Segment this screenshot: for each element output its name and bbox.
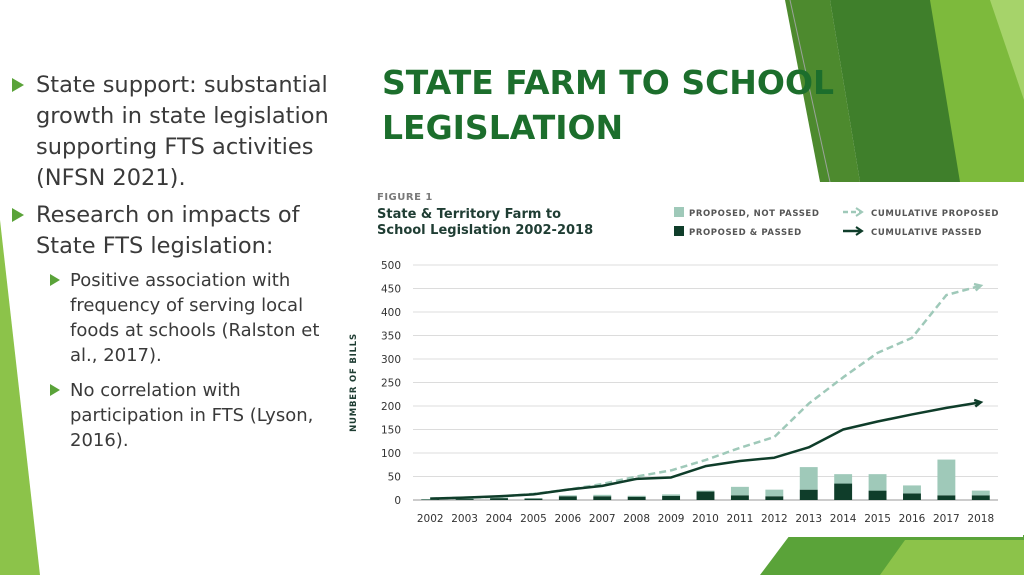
bar-passed-2006 bbox=[558, 496, 577, 500]
legend-swatch-not-passed bbox=[674, 207, 684, 217]
bar-not-passed-2006 bbox=[558, 495, 577, 497]
bar-passed-2007 bbox=[593, 496, 612, 500]
bullet-state-support: State support: substantial growth in sta… bbox=[10, 70, 330, 194]
y-tick-label-50: 50 bbox=[388, 472, 401, 484]
x-tick-label-2016: 2016 bbox=[899, 513, 926, 525]
legend-swatch-passed bbox=[674, 226, 684, 236]
bar-not-passed-2013 bbox=[799, 467, 818, 490]
legend-arrow-cumulative-proposed bbox=[855, 207, 864, 217]
bar-not-passed-2016 bbox=[903, 485, 921, 494]
sub-bullet-positive-association: Positive association with frequency of s… bbox=[44, 268, 325, 368]
bullet-research-impacts: Research on impacts of State FTS legisla… bbox=[10, 200, 330, 262]
bottom-right-light-band bbox=[880, 540, 1024, 575]
x-tick-label-2011: 2011 bbox=[727, 513, 754, 525]
bar-not-passed-2008 bbox=[627, 495, 646, 497]
cumulative-passed-line bbox=[430, 401, 981, 500]
bar-passed-2004 bbox=[490, 498, 508, 500]
bullet-list: State support: substantial growth in sta… bbox=[10, 70, 330, 463]
x-tick-label-2005: 2005 bbox=[520, 513, 547, 525]
bar-not-passed-2015 bbox=[868, 474, 887, 491]
x-tick-label-2018: 2018 bbox=[967, 513, 994, 525]
top-right-light-band bbox=[930, 0, 1024, 182]
bar-not-passed-2007 bbox=[593, 494, 612, 497]
legend-label-not-passed: PROPOSED, NOT PASSED bbox=[689, 209, 819, 219]
x-tick-label-2017: 2017 bbox=[933, 513, 960, 525]
chart-title-line1: State & Territory Farm to bbox=[377, 207, 561, 222]
y-tick-label-500: 500 bbox=[381, 260, 401, 272]
sub-bullet-no-correlation: No correlation with participation in FTS… bbox=[44, 378, 325, 453]
y-tick-label-450: 450 bbox=[381, 284, 401, 296]
legislation-chart: FIGURE 1 State & Territory Farm toSchool … bbox=[349, 192, 999, 525]
x-tick-label-2009: 2009 bbox=[658, 513, 685, 525]
bar-not-passed-2011 bbox=[730, 486, 749, 496]
slide-title: STATE FARM TO SCHOOL LEGISLATION bbox=[382, 63, 835, 147]
bar-passed-2003 bbox=[455, 499, 474, 500]
bar-not-passed-2010 bbox=[696, 490, 715, 492]
x-tick-label-2015: 2015 bbox=[864, 513, 891, 525]
top-right-pale-band bbox=[990, 0, 1024, 100]
y-axis-label: NUMBER OF BILLS bbox=[349, 333, 359, 432]
bar-passed-2017 bbox=[937, 495, 956, 500]
legend-label-cumulative-passed: CUMULATIVE PASSED bbox=[871, 228, 982, 238]
bar-passed-2015 bbox=[868, 490, 887, 500]
x-tick-label-2010: 2010 bbox=[692, 513, 719, 525]
bar-passed-2008 bbox=[627, 496, 646, 500]
bar-passed-2011 bbox=[730, 495, 749, 500]
bar-not-passed-2014 bbox=[834, 474, 853, 484]
y-tick-label-150: 150 bbox=[381, 425, 401, 437]
y-tick-label-250: 250 bbox=[381, 378, 401, 390]
legend-arrow-cumulative-passed bbox=[855, 226, 864, 236]
figure-label: FIGURE 1 bbox=[377, 192, 433, 203]
y-tick-label-400: 400 bbox=[381, 307, 401, 319]
figure-panel: FIGURE 1 State & Territory Farm to School … bbox=[343, 182, 1023, 537]
bar-passed-2018 bbox=[971, 495, 990, 500]
bar-passed-2012 bbox=[765, 496, 784, 500]
x-tick-label-2007: 2007 bbox=[589, 513, 616, 525]
bar-passed-2014 bbox=[834, 483, 853, 500]
bar-passed-2010 bbox=[696, 491, 715, 500]
x-tick-label-2008: 2008 bbox=[623, 513, 650, 525]
bar-not-passed-2009 bbox=[662, 494, 681, 496]
bar-passed-2013 bbox=[799, 489, 818, 500]
cumulative-passed-arrowhead bbox=[973, 398, 984, 408]
bar-passed-2016 bbox=[903, 493, 921, 500]
x-tick-label-2013: 2013 bbox=[795, 513, 822, 525]
y-tick-label-100: 100 bbox=[381, 448, 401, 460]
x-tick-label-2003: 2003 bbox=[451, 513, 478, 525]
bar-not-passed-2012 bbox=[765, 489, 784, 497]
left-green-wedge bbox=[0, 220, 40, 575]
bar-not-passed-2018 bbox=[971, 490, 990, 496]
bar-passed-2009 bbox=[662, 495, 681, 500]
x-tick-label-2002: 2002 bbox=[417, 513, 444, 525]
bar-not-passed-2017 bbox=[937, 459, 956, 496]
chart-title-line2: School Legislation 2002-2018 bbox=[377, 223, 593, 238]
y-tick-label-350: 350 bbox=[381, 331, 401, 343]
x-tick-label-2012: 2012 bbox=[761, 513, 788, 525]
x-tick-label-2006: 2006 bbox=[554, 513, 581, 525]
bar-passed-2005 bbox=[524, 498, 543, 500]
legend-label-passed: PROPOSED & PASSED bbox=[689, 228, 802, 238]
legend-label-cumulative-proposed: CUMULATIVE PROPOSED bbox=[871, 209, 999, 219]
y-tick-label-200: 200 bbox=[381, 401, 401, 413]
top-right-thin-line bbox=[789, 0, 831, 183]
y-tick-label-0: 0 bbox=[394, 495, 401, 507]
top-right-green-stripe bbox=[785, 0, 860, 182]
x-tick-label-2014: 2014 bbox=[830, 513, 857, 525]
cumulative-proposed-arrowhead bbox=[973, 282, 984, 292]
y-tick-label-300: 300 bbox=[381, 354, 401, 366]
x-tick-label-2004: 2004 bbox=[486, 513, 513, 525]
